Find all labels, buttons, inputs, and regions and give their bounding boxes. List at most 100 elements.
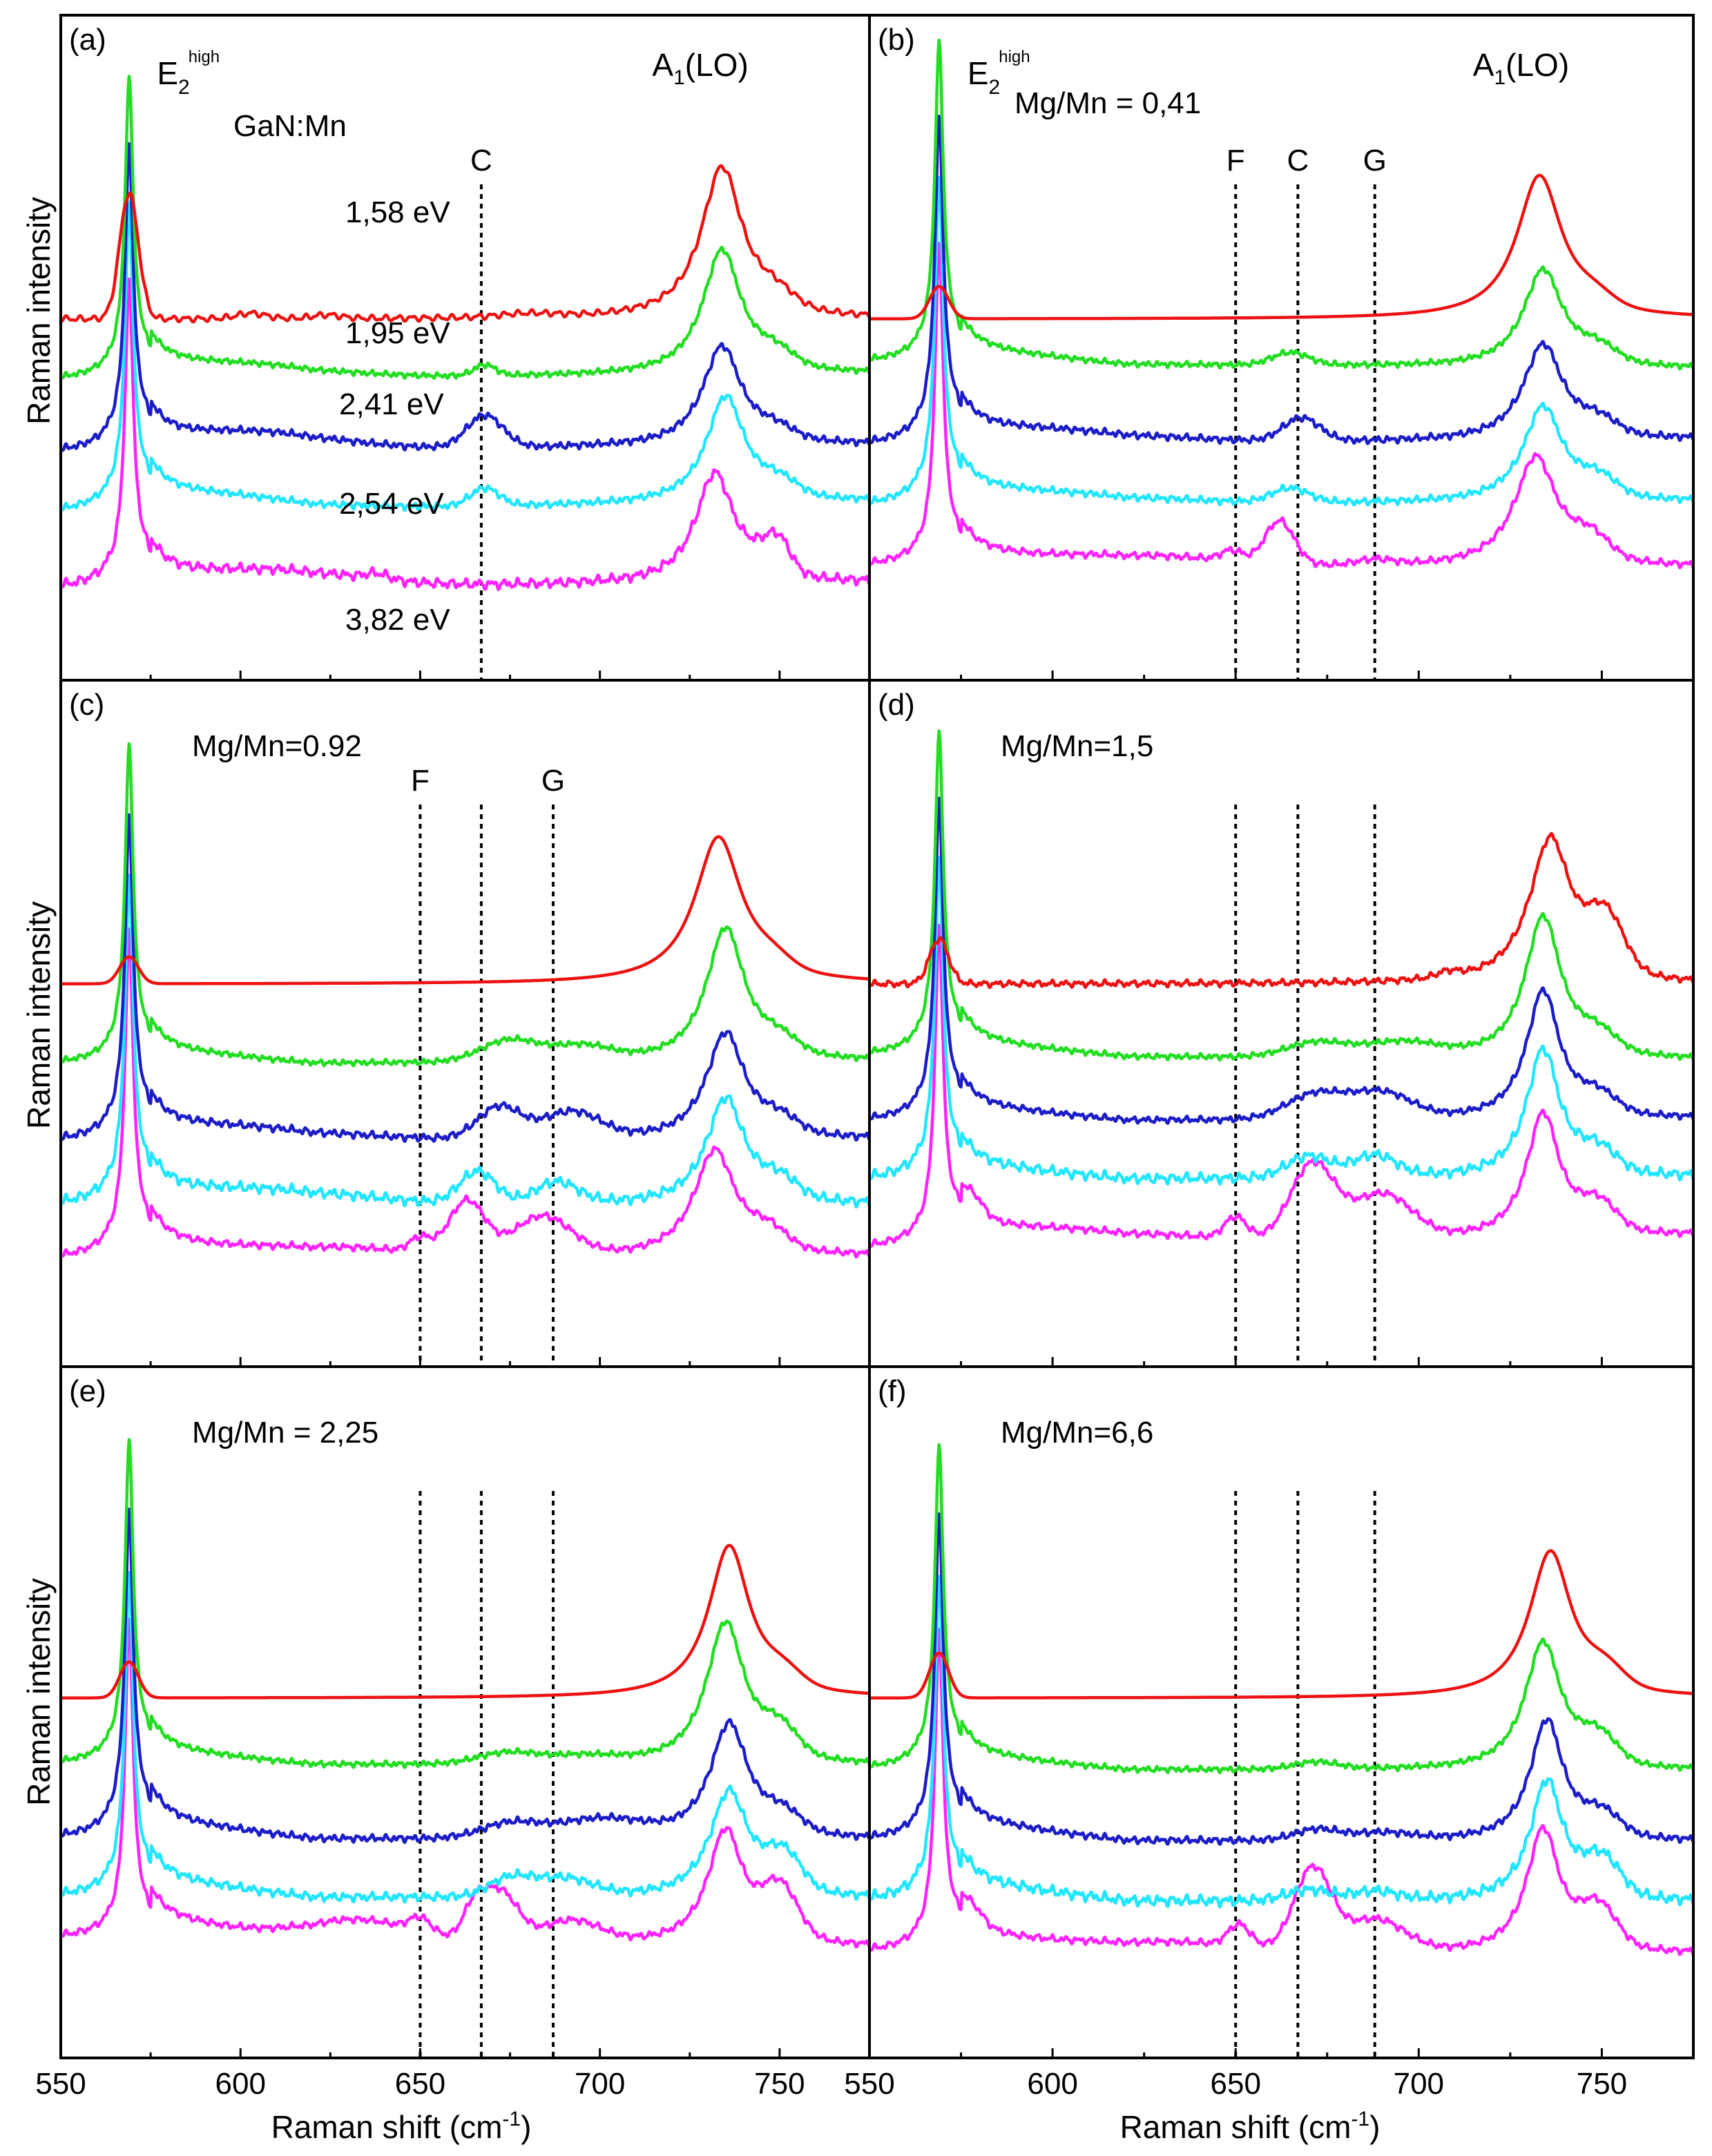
- x-axis-label-right-text: Raman shift (cm: [1120, 2109, 1352, 2145]
- a1-base: A: [1473, 47, 1494, 83]
- marker-label-F: F: [1227, 144, 1245, 177]
- series-line-195: [869, 1575, 1693, 1909]
- panel-letter: (b): [878, 23, 915, 57]
- series-line-254: [61, 75, 869, 381]
- e2-base: E: [157, 55, 178, 91]
- series-line-158: [61, 927, 869, 1259]
- series-line-382: [869, 1549, 1693, 1700]
- series-line-254: [61, 742, 869, 1068]
- series-line-241: [61, 813, 869, 1144]
- series-line-241: [61, 1508, 869, 1845]
- x-tick-label: 550: [35, 2067, 86, 2101]
- y-axis-label-bottom: Raman intensity: [21, 1578, 57, 1806]
- x-tick-label: 750: [1577, 2067, 1627, 2101]
- series-line-241: [61, 142, 869, 452]
- series-line-382: [61, 835, 869, 985]
- series-line-254: [61, 1438, 869, 1769]
- series-line-195: [61, 1571, 869, 1904]
- e2-sup: high: [189, 48, 220, 66]
- x-tick-label: 700: [575, 2067, 625, 2101]
- series-line-195: [61, 200, 869, 512]
- traces: [61, 1438, 869, 1949]
- panel-title: GaN:Mn: [233, 109, 347, 143]
- panel-title: Mg/Mn=0.92: [192, 729, 362, 763]
- panel-letter: (e): [69, 1374, 106, 1408]
- series-line-382: [869, 831, 1693, 990]
- x-axis-label-right: Raman shift (cm-1): [1120, 2108, 1381, 2145]
- series-line-158: [869, 1628, 1693, 1956]
- series-line-158: [869, 923, 1693, 1248]
- e2-sub: 2: [989, 76, 1001, 99]
- series-line-241: [869, 115, 1693, 445]
- traces: [61, 742, 869, 1259]
- panel-a: C (a) GaN:Mn E2 high A1(LO) 1,58 eV 1,95 eV 2,41…: [59, 14, 871, 682]
- traces: [869, 1443, 1693, 1956]
- y-axis-label-top: Raman intensity: [21, 197, 57, 425]
- series-line-158: [61, 277, 869, 591]
- series-line-382: [61, 1543, 869, 1700]
- x-axis-label-left: Raman shift (cm-1): [271, 2108, 532, 2145]
- a1-base: A: [652, 47, 673, 83]
- panel-title: Mg/Mn = 0,41: [1014, 86, 1201, 120]
- energy-label: 3,82 eV: [345, 603, 450, 637]
- e2-high-label: E2 high: [157, 48, 220, 99]
- panel-letter: (a): [69, 23, 106, 57]
- x-axis-label-right-exp: -1: [1351, 2108, 1369, 2130]
- energy-label: 2,41 eV: [339, 387, 444, 421]
- panel-title: Mg/Mn = 2,25: [192, 1416, 378, 1450]
- series-line-254: [869, 1443, 1693, 1775]
- y-axis-label-middle: Raman intensity: [21, 901, 57, 1129]
- a1-suffix: (LO): [685, 47, 749, 83]
- series-line-382: [869, 173, 1693, 320]
- panel-letter: (c): [69, 688, 104, 722]
- series-line-195: [869, 856, 1693, 1186]
- series-line-195: [869, 175, 1693, 507]
- a1-suffix: (LO): [1506, 47, 1569, 83]
- traces: [61, 75, 869, 591]
- e2-sup: high: [999, 48, 1030, 66]
- panel-e: 550 600 650 700 750 (e) Mg/Mn = 2,25: [35, 1365, 871, 2101]
- x-axis-label-left-text: Raman shift (cm: [271, 2109, 503, 2145]
- energy-label: 1,58 eV: [345, 195, 450, 229]
- x-tick-label: 600: [215, 2067, 266, 2101]
- x-tick-label: 750: [754, 2067, 805, 2101]
- series-line-158: [869, 242, 1693, 570]
- panel-title: Mg/Mn=6,6: [1001, 1416, 1153, 1450]
- traces: [869, 729, 1693, 1248]
- series-line-158: [61, 1617, 869, 1949]
- panel-title: Mg/Mn=1,5: [1001, 729, 1153, 763]
- energy-label: 1,95 eV: [345, 316, 450, 350]
- e2-high-label: E2 high: [968, 48, 1030, 99]
- marker-label-C: C: [470, 144, 492, 177]
- x-axis-label-left-close: ): [521, 2109, 531, 2145]
- e2-base: E: [968, 55, 989, 91]
- series-line-254: [869, 38, 1693, 371]
- x-tick-label: 650: [395, 2067, 445, 2101]
- energy-label: 2,54 eV: [339, 487, 444, 521]
- x-tick-label: 550: [844, 2067, 894, 2101]
- marker-label-C: C: [1287, 144, 1309, 177]
- series-line-241: [869, 1512, 1693, 1846]
- traces: [869, 38, 1693, 570]
- x-tick-label: 600: [1027, 2067, 1077, 2101]
- panel-c: F G (c) Mg/Mn=0.92: [59, 679, 871, 1368]
- x-axis-label-right-close: ): [1369, 2109, 1380, 2145]
- series-line-254: [869, 729, 1693, 1062]
- panel-letter: (d): [878, 688, 915, 722]
- a1-sub: 1: [1494, 66, 1506, 89]
- x-tick-label: 700: [1394, 2067, 1444, 2101]
- marker-label-G: G: [1363, 144, 1387, 177]
- x-tick-label: 650: [1211, 2067, 1261, 2101]
- series-line-382: [61, 164, 869, 324]
- series-line-241: [869, 796, 1693, 1125]
- panel-frame: [868, 1365, 1695, 2059]
- e2-sub: 2: [178, 76, 190, 99]
- marker-label-F: F: [411, 764, 430, 798]
- a1-lo-label: A1(LO): [652, 47, 748, 89]
- series-line-195: [61, 873, 869, 1209]
- a1-sub: 1: [673, 66, 685, 89]
- panel-b: F C G (b) Mg/Mn = 0,41 E2 high A1(LO): [868, 14, 1695, 682]
- a1-lo-label: A1(LO): [1473, 47, 1569, 89]
